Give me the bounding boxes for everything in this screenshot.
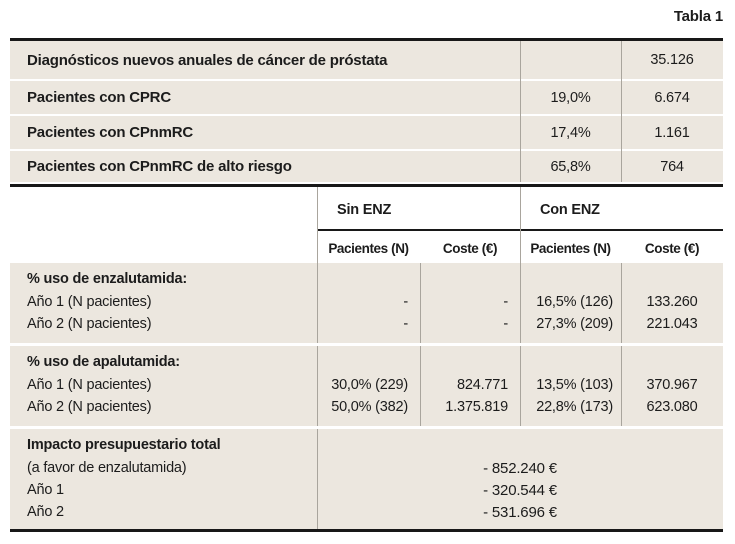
section-header: % uso de enzalutamida: (27, 271, 187, 287)
table-row: Pacientes con CPnmRC de alto riesgo 65,8… (10, 151, 723, 182)
column-divider (317, 263, 318, 343)
table-row: Diagnósticos nuevos anuales de cáncer de… (10, 41, 723, 79)
group-header-sin-enz: Sin ENZ (337, 202, 392, 218)
row-label: Año 2 (N pacientes) (27, 316, 152, 332)
cell-con-pacientes: 16,5% (126) (536, 294, 613, 310)
row-count: 6.674 (654, 89, 690, 106)
cell-sin-coste: 824.771 (456, 377, 508, 393)
column-divider (420, 263, 421, 343)
subheader-pacientes-con: Pacientes (N) (530, 240, 611, 256)
row-label: Año 1 (27, 482, 64, 498)
row-label: Año 2 (N pacientes) (27, 399, 152, 415)
table-row: (a favor de enzalutamida) - 852.240 € (10, 457, 723, 479)
row-percent: 17,4% (550, 124, 591, 141)
totals-value: - 320.544 € (483, 481, 557, 499)
cell-con-pacientes: 27,3% (209) (536, 316, 613, 332)
table-title: Tabla 1 (673, 8, 723, 25)
group-divider (317, 187, 318, 263)
column-divider (520, 263, 521, 343)
table-row: Año 2 (N pacientes) - - 27,3% (209) 221.… (10, 313, 723, 335)
row-separator (10, 343, 723, 346)
row-label: Año 2 (27, 504, 64, 520)
row-label: Diagnósticos nuevos anuales de cáncer de… (27, 51, 388, 69)
row-label: Pacientes con CPRC (27, 89, 171, 106)
section-enzalutamida: % uso de enzalutamida: Año 1 (N paciente… (10, 263, 723, 343)
column-divider (420, 346, 421, 426)
column-divider (520, 346, 521, 426)
cell-sin-coste: 1.375.819 (445, 399, 508, 415)
horizontal-rule (10, 529, 723, 532)
row-separator (10, 426, 723, 429)
column-divider (621, 41, 622, 182)
group-header-row: Sin ENZ Con ENZ (10, 199, 723, 221)
row-percent: 19,0% (550, 89, 591, 106)
table-row: Año 1 (N pacientes) 30,0% (229) 824.771 … (10, 374, 723, 396)
section-header: % uso de apalutamida: (27, 354, 180, 370)
table-row: Año 2 - 531.696 € (10, 501, 723, 523)
cell-sin-pacientes: 30,0% (229) (331, 377, 408, 393)
table-row: Año 2 (N pacientes) 50,0% (382) 1.375.81… (10, 396, 723, 418)
epidemiology-table: Diagnósticos nuevos anuales de cáncer de… (10, 41, 723, 182)
row-count: 1.161 (654, 124, 690, 141)
spacer (10, 199, 317, 221)
table-row: Año 1 - 320.544 € (10, 479, 723, 501)
totals-value: - 852.240 € (483, 459, 557, 477)
cell-con-pacientes: 13,5% (103) (536, 377, 613, 393)
subheader-coste-con: Coste (€) (644, 240, 700, 256)
cell-sin-pacientes: 50,0% (382) (331, 399, 408, 415)
group-divider (520, 187, 521, 263)
cell-con-coste: 133.260 (646, 294, 698, 310)
column-divider (317, 346, 318, 426)
row-count: 35.126 (650, 52, 694, 68)
budget-impact-table: Diagnósticos nuevos anuales de cáncer de… (10, 38, 723, 532)
cell-con-coste: 221.043 (646, 316, 698, 332)
totals-header: Impacto presupuestario total (27, 437, 221, 453)
subheader-pacientes-sin: Pacientes (N) (328, 240, 409, 256)
column-divider (621, 263, 622, 343)
row-label: Año 1 (N pacientes) (27, 377, 152, 393)
table-row: Año 1 (N pacientes) - - 16,5% (126) 133.… (10, 291, 723, 313)
row-label: Año 1 (N pacientes) (27, 294, 152, 310)
table-row: Impacto presupuestario total (10, 433, 723, 457)
group-header-con-enz: Con ENZ (540, 202, 600, 218)
cell-con-coste: 623.080 (646, 399, 698, 415)
row-percent: 65,8% (550, 158, 591, 175)
cell-sin-pacientes: - (403, 294, 408, 310)
column-divider (621, 346, 622, 426)
column-divider (520, 41, 521, 182)
cell-sin-pacientes: - (403, 316, 408, 332)
section-impacto-total: Impacto presupuestario total (a favor de… (10, 429, 723, 529)
table-row: Pacientes con CPRC 19,0% 6.674 (10, 81, 723, 114)
subheader-row: Pacientes (N) Coste (€) Pacientes (N) Co… (317, 233, 723, 263)
column-headers: Sin ENZ Con ENZ Pacientes (N) Coste (€) … (10, 187, 723, 263)
subheader-coste-sin: Coste (€) (442, 240, 498, 256)
cell-sin-coste: - (503, 294, 508, 310)
horizontal-rule (10, 184, 723, 187)
column-divider (317, 429, 318, 529)
row-count: 764 (660, 158, 684, 175)
row-label: Pacientes con CPnmRC (27, 124, 194, 141)
row-label: Pacientes con CPnmRC de alto riesgo (27, 158, 292, 175)
cell-con-coste: 370.967 (646, 377, 698, 393)
cell-con-pacientes: 22,8% (173) (536, 399, 613, 415)
cell-sin-coste: - (503, 316, 508, 332)
totals-value: - 531.696 € (483, 503, 557, 521)
row-label: (a favor de enzalutamida) (27, 460, 187, 476)
section-apalutamida: % uso de apalutamida: Año 1 (N pacientes… (10, 346, 723, 426)
table-row: Pacientes con CPnmRC 17,4% 1.161 (10, 116, 723, 149)
